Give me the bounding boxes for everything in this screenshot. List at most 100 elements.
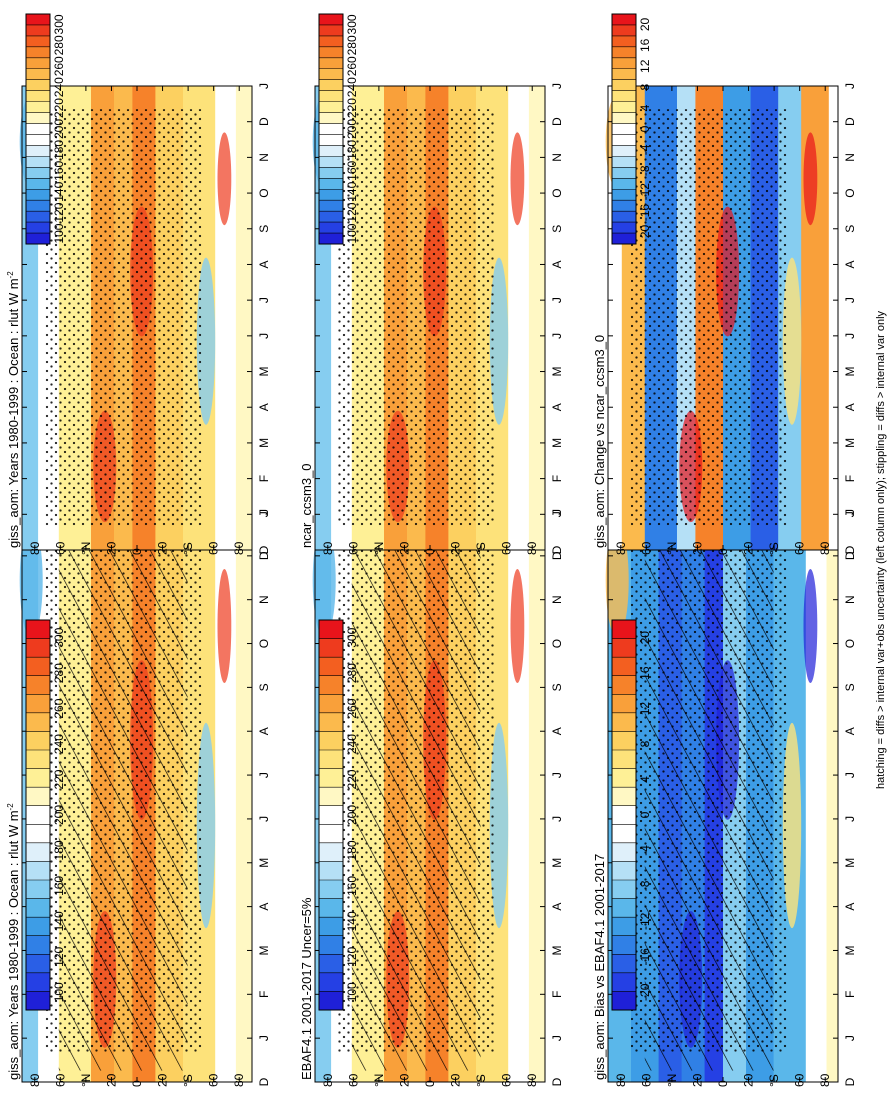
- colorbar-label: 0: [638, 125, 652, 132]
- month-tick-label: J: [550, 816, 564, 822]
- month-tick-label: A: [257, 903, 271, 911]
- month-tick-label: F: [843, 475, 857, 482]
- lat-tick-label: 20: [397, 541, 411, 555]
- contour-band: [235, 86, 253, 550]
- colorbar-label: 240: [345, 734, 359, 754]
- colorbar-label: 120: [345, 946, 359, 966]
- colorbars: 3002802602402202001801601401201003002802…: [25, 13, 652, 1011]
- colorbar-label: 4: [638, 104, 652, 111]
- colorbar-swatch: [26, 211, 50, 223]
- colorbar-swatch: [612, 145, 636, 157]
- colorbar-label: 100: [52, 223, 66, 243]
- month-tick-label: J: [257, 511, 271, 517]
- colorbar-swatch: [612, 880, 636, 899]
- lat-tick-label: 0: [130, 1080, 144, 1087]
- colorbar-swatch: [319, 991, 343, 1011]
- hatching: [644, 523, 774, 1071]
- colorbar-label: -4: [638, 845, 652, 856]
- lat-tick-label: 0: [130, 548, 144, 555]
- colorbar-swatch: [26, 68, 50, 81]
- month-tick-label: F: [257, 475, 271, 482]
- colorbar-frame: [318, 619, 344, 1011]
- colorbar-swatch: [26, 880, 50, 899]
- colorbar-swatch: [26, 46, 50, 59]
- month-tick-label: O: [550, 639, 564, 648]
- colorbar-swatch: [612, 134, 636, 146]
- panel-title: giss_aom: Bias vs EBAF4.1 2001-2017: [592, 854, 607, 1080]
- colorbar-label: 12: [638, 59, 652, 73]
- lat-tick-label: 60: [639, 541, 653, 555]
- month-tick-label: J: [843, 816, 857, 822]
- lat-tick-label: 80: [818, 541, 832, 555]
- colorbar-swatch: [26, 35, 50, 48]
- lat-tick-label: 80: [525, 1073, 539, 1087]
- panel-title-text: giss_aom: Change vs ncar_ccsm3_0: [592, 335, 607, 548]
- colorbar-swatch: [26, 134, 50, 146]
- lat-tick-label: 20: [742, 541, 756, 555]
- colorbar-swatch: [612, 156, 636, 168]
- colorbar-swatch: [612, 46, 636, 59]
- month-tick-label: D: [257, 1077, 271, 1086]
- colorbar-swatch: [612, 972, 636, 992]
- month-tick-label: M: [257, 945, 271, 955]
- colorbar-swatch: [612, 200, 636, 212]
- colorbar-swatch: [319, 134, 343, 146]
- month-tick-label: M: [843, 858, 857, 868]
- month-tick-label: J: [550, 1035, 564, 1041]
- colorbar-swatch: [612, 824, 636, 844]
- colorbar-swatch: [319, 222, 343, 234]
- colorbar-swatch: [612, 917, 636, 937]
- lat-tick-label: 60: [207, 541, 221, 555]
- contour-blob: [510, 132, 525, 226]
- colorbar-swatch: [612, 935, 636, 955]
- panel-title-text: ncar_ccsm3_0: [299, 463, 314, 548]
- stippling: [338, 109, 495, 527]
- colorbar-swatch: [612, 638, 636, 658]
- colorbar-swatch: [26, 991, 50, 1011]
- colorbar-swatch: [26, 750, 50, 769]
- panel-title-text: giss_aom: Bias vs EBAF4.1 2001-2017: [592, 854, 607, 1080]
- lat-tick-label: 60: [53, 1073, 67, 1087]
- colorbar-swatch: [319, 79, 343, 92]
- panel-p5: 80 60 °N 20 0 20 °S 60 80 DJFMAMJJASONDJncar_ccsm…: [299, 83, 564, 555]
- colorbar-label: 100: [345, 982, 359, 1002]
- lat-tick-label: 60: [53, 541, 67, 555]
- month-tick-label: J: [550, 83, 564, 89]
- month-tick-label: A: [257, 727, 271, 735]
- colorbar-label: 160: [345, 876, 359, 896]
- colorbar-label: 260: [345, 56, 359, 76]
- contour-blob: [312, 523, 336, 638]
- lat-tick-label: 80: [232, 1073, 246, 1087]
- colorbar-label: 100: [345, 223, 359, 243]
- lat-tick-label: °N: [665, 542, 679, 555]
- panels: 80 60 °N 20 0 20 °S 60 80 DJFMAMJJASONDJgiss_aom:…: [6, 83, 857, 1087]
- colorbar-swatch: [319, 842, 343, 862]
- month-tick-label: M: [550, 858, 564, 868]
- colorbar-swatch: [26, 805, 50, 825]
- lat-tick-label: 20: [690, 1073, 704, 1087]
- colorbar-swatch: [26, 712, 50, 732]
- colorbar-swatch: [319, 112, 343, 124]
- colorbar-swatch: [26, 898, 50, 918]
- colorbar-swatch: [26, 620, 50, 639]
- contour-blob: [803, 132, 818, 226]
- month-tick-label: A: [550, 727, 564, 735]
- colorbar-swatch: [26, 90, 50, 103]
- colorbar-swatch: [319, 156, 343, 168]
- colorbar-swatch: [26, 731, 50, 751]
- colorbar-frame: [611, 619, 637, 1011]
- lat-tick-label: 80: [321, 1073, 335, 1087]
- colorbar-swatch: [612, 167, 636, 179]
- colorbar-swatch: [319, 178, 343, 190]
- colorbar-label: 180: [345, 140, 359, 160]
- month-tick-label: J: [550, 333, 564, 339]
- colorbar-label: 260: [345, 698, 359, 718]
- colorbar-label: 220: [345, 769, 359, 789]
- month-tick-label: J: [843, 333, 857, 339]
- month-tick-label: J: [257, 772, 271, 778]
- month-tick-label: A: [843, 403, 857, 411]
- lat-tick-label: °S: [474, 542, 488, 555]
- lat-tick-label: °N: [372, 542, 386, 555]
- colorbar-label: 300: [345, 14, 359, 34]
